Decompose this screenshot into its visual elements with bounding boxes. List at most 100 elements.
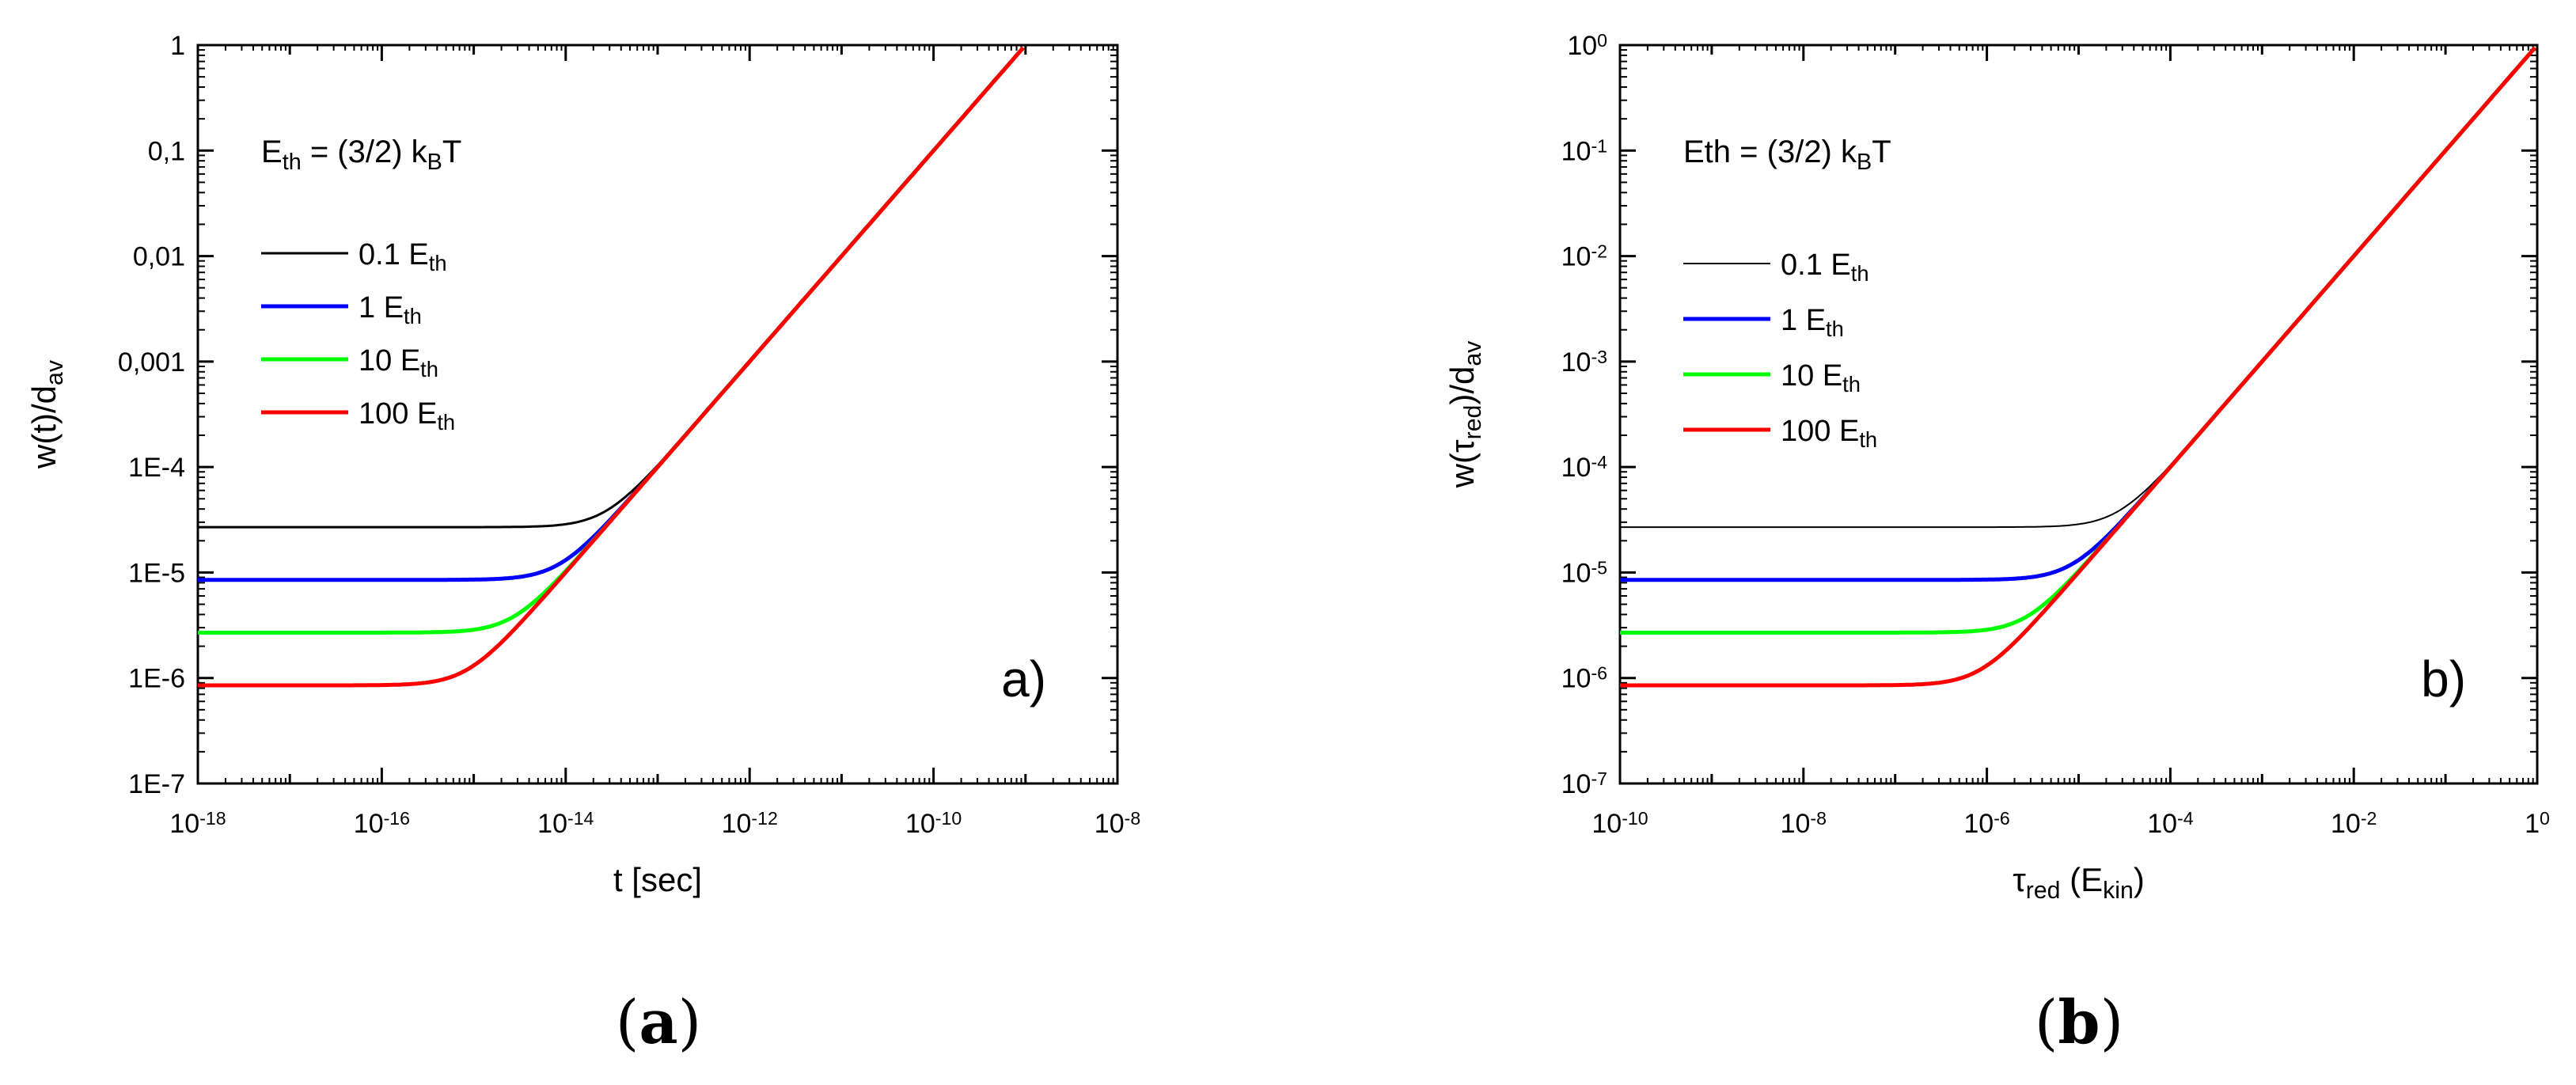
annotation-prefix: Eth <box>1683 135 1731 169</box>
legend-name-sub: th <box>437 410 455 434</box>
series-line-0 <box>1620 47 2536 529</box>
x-tick-label: 10-16 <box>354 808 410 839</box>
legend-name-sub: th <box>420 357 438 381</box>
legend-name-sub: th <box>1842 372 1861 396</box>
legend-name: 1 E <box>359 291 404 324</box>
x-tick-label: 10-4 <box>2147 808 2194 839</box>
y-axis-label-sub: red <box>1460 405 1486 440</box>
x-tick-label: 10 <box>2525 808 2550 839</box>
legend-name-sub: th <box>404 304 422 328</box>
caption-open: ( <box>616 987 639 1057</box>
x-axis-label-mid: (E <box>2060 861 2103 898</box>
y-tick-base: 10 <box>1561 558 1592 588</box>
x-tick-exponent: -4 <box>2177 808 2194 829</box>
y-tick-label: 100 <box>1567 30 1607 61</box>
y-tick-label: 0,1 <box>148 136 185 166</box>
y-tick-text: 1E-7 <box>128 769 185 799</box>
series-line-1 <box>198 46 1025 582</box>
y-tick-text: 1E-4 <box>128 453 185 483</box>
x-tick-exponent: -2 <box>2361 808 2377 829</box>
x-tick-exponent: -14 <box>567 808 594 829</box>
legend-name: 100 E <box>359 397 437 431</box>
legend-name: 10 E <box>359 344 420 377</box>
x-axis-label-text: t [sec] <box>613 861 702 898</box>
x-tick-exponent: -10 <box>1622 808 1648 829</box>
chart-annotation: Eth = (3/2) kBT <box>1683 135 1891 175</box>
legend-name: 0.1 E <box>1781 248 1851 282</box>
legend-name: 0.1 E <box>359 238 429 271</box>
y-tick-label: 1E-4 <box>128 453 185 483</box>
panel-label-text: a) <box>1001 651 1046 708</box>
x-tick-base: 10 <box>1963 809 1994 839</box>
legend-label-0: 0.1 Eth <box>1781 248 1869 286</box>
x-tick-base: 10 <box>2331 809 2361 839</box>
legend-label-1: 1 Eth <box>359 291 422 328</box>
x-tick-label: 10-14 <box>537 808 594 839</box>
y-tick-label: 10-4 <box>1561 452 1608 483</box>
y-tick-exponent: -5 <box>1591 557 1607 578</box>
annotation-sub2: B <box>1857 150 1872 175</box>
x-axis-label-symbol: τ <box>2013 861 2026 898</box>
caption-close: ) <box>2100 987 2124 1057</box>
legend-name-sub: th <box>429 251 447 275</box>
x-axis-label-sub2: kin <box>2103 878 2134 904</box>
x-tick-label: 10-6 <box>1963 808 2009 839</box>
x-tick-base: 10 <box>722 809 752 839</box>
y-tick-label: 1 <box>170 31 185 61</box>
annotation-sub2: B <box>427 150 442 175</box>
annotation-tail: T <box>442 135 461 169</box>
legend-name-sub: th <box>1826 317 1844 341</box>
x-axis-label: t [sec] <box>613 861 702 898</box>
y-tick-exponent: -3 <box>1591 347 1607 367</box>
x-tick-exponent: -10 <box>935 808 962 829</box>
legend-label-1: 1 Eth <box>1781 304 1844 341</box>
caption-close: ) <box>678 987 702 1057</box>
x-tick-base: 10 <box>2147 809 2177 839</box>
x-tick-base: 10 <box>905 809 935 839</box>
y-tick-label: 10-1 <box>1561 135 1607 166</box>
caption-open: ( <box>2035 987 2058 1057</box>
y-tick-label: 10-5 <box>1561 557 1607 588</box>
x-tick-base: 1 <box>2525 809 2540 839</box>
y-tick-text: 0,01 <box>133 242 185 272</box>
legend-name-sub: th <box>1859 427 1877 452</box>
x-tick-base: 10 <box>1095 809 1125 839</box>
x-tick-exponent: -18 <box>199 808 226 829</box>
x-tick-base: 10 <box>169 809 199 839</box>
panel-label: b) <box>2421 651 2466 708</box>
x-tick-exponent: -8 <box>1810 808 1827 829</box>
y-axis-label-pre: w(τ <box>1444 439 1481 488</box>
chart-panel-a: 10-18 10-16 10-14 10-12 10-10 10-81E-71E-61E-… <box>25 31 1140 1057</box>
y-tick-label: 1E-7 <box>128 769 185 799</box>
x-tick-exponent: -16 <box>384 808 410 829</box>
series-line-1 <box>1620 46 2537 582</box>
x-tick-label: 10-8 <box>1781 808 1827 839</box>
legend-label-2: 10 Eth <box>359 344 438 381</box>
y-tick-label: 10-6 <box>1561 662 1607 693</box>
x-tick-label: 10-10 <box>1592 808 1648 839</box>
y-tick-label: 10-3 <box>1561 347 1607 377</box>
y-axis-label: w(t)/dav <box>25 359 68 469</box>
x-tick-base: 10 <box>1592 809 1622 839</box>
x-tick-label: 10-2 <box>2331 808 2377 839</box>
annotation-sub: th <box>283 150 302 175</box>
x-tick-base: 10 <box>537 809 567 839</box>
y-tick-text: 0,001 <box>118 347 185 377</box>
x-tick-label: 10-12 <box>722 808 778 839</box>
y-axis-label-text: w(t)/d <box>25 385 63 469</box>
y-tick-label: 0,01 <box>133 242 185 272</box>
series-line-0 <box>198 47 1025 529</box>
caption-letter: b <box>2058 987 2100 1057</box>
x-tick-label: 10-18 <box>169 808 226 839</box>
annotation-prefix: E <box>261 135 283 169</box>
x-axis-label-tail: ) <box>2134 861 2145 898</box>
x-tick-exponent: -8 <box>1125 808 1141 829</box>
legend-label-3: 100 Eth <box>359 397 455 434</box>
y-axis-label: w(τred)/dav <box>1444 340 1486 488</box>
legend-name-sub: th <box>1851 261 1869 286</box>
x-tick-exponent: -12 <box>751 808 777 829</box>
caption-letter: a <box>639 987 677 1057</box>
series-line-3 <box>198 46 1025 688</box>
y-axis-label-sub: av <box>42 359 68 385</box>
